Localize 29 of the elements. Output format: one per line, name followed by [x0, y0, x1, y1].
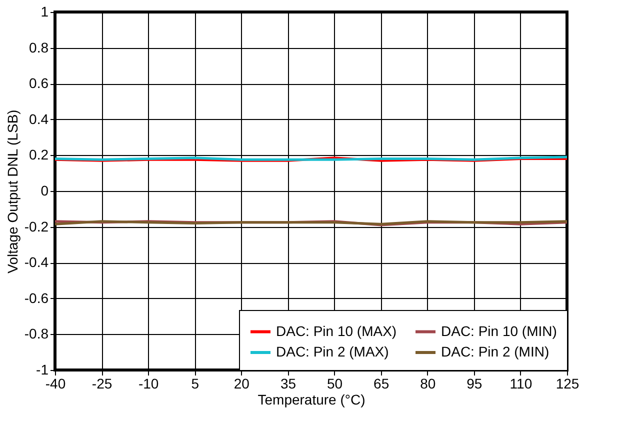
- x-tick-label: -25: [92, 376, 112, 392]
- y-tick-label: 0.4: [29, 110, 49, 127]
- y-tick-label: -0.8: [24, 326, 49, 342]
- x-tick-label: 20: [234, 376, 250, 392]
- legend-label: DAC: Pin 2 (MIN): [441, 344, 550, 360]
- legend-label: DAC: Pin 2 (MAX): [276, 344, 389, 360]
- x-tick-label: -10: [138, 376, 159, 392]
- x-tick-label: 110: [510, 376, 532, 392]
- y-tick-label: 0.6: [29, 75, 49, 92]
- x-tick-label: 50: [326, 376, 343, 392]
- y-axis-title: Voltage Output DNL (LSB): [4, 110, 20, 274]
- y-tick-label: -0.6: [24, 290, 49, 306]
- x-tick-label: 125: [556, 376, 580, 392]
- legend-label: DAC: Pin 10 (MAX): [276, 322, 397, 339]
- x-tick-label: 5: [191, 376, 200, 392]
- x-tick-label: -40: [45, 376, 66, 392]
- y-tick-label: -0.4: [24, 254, 49, 270]
- legend-label: DAC: Pin 10 (MIN): [441, 322, 557, 339]
- y-tick-label: -1: [36, 362, 49, 378]
- x-tick-label: 80: [420, 376, 436, 392]
- x-axis-title: Temperature (°C): [258, 392, 366, 408]
- y-tick-label: 0: [40, 182, 49, 198]
- y-tick-label: 0.8: [29, 39, 49, 56]
- y-tick-label: 0.2: [29, 146, 49, 163]
- x-tick-label: 35: [280, 376, 296, 392]
- y-tick-label: 1: [40, 4, 49, 20]
- x-tick-label: 65: [374, 376, 390, 392]
- x-tick-label: 95: [466, 376, 482, 392]
- y-tick-label: -0.2: [24, 218, 49, 234]
